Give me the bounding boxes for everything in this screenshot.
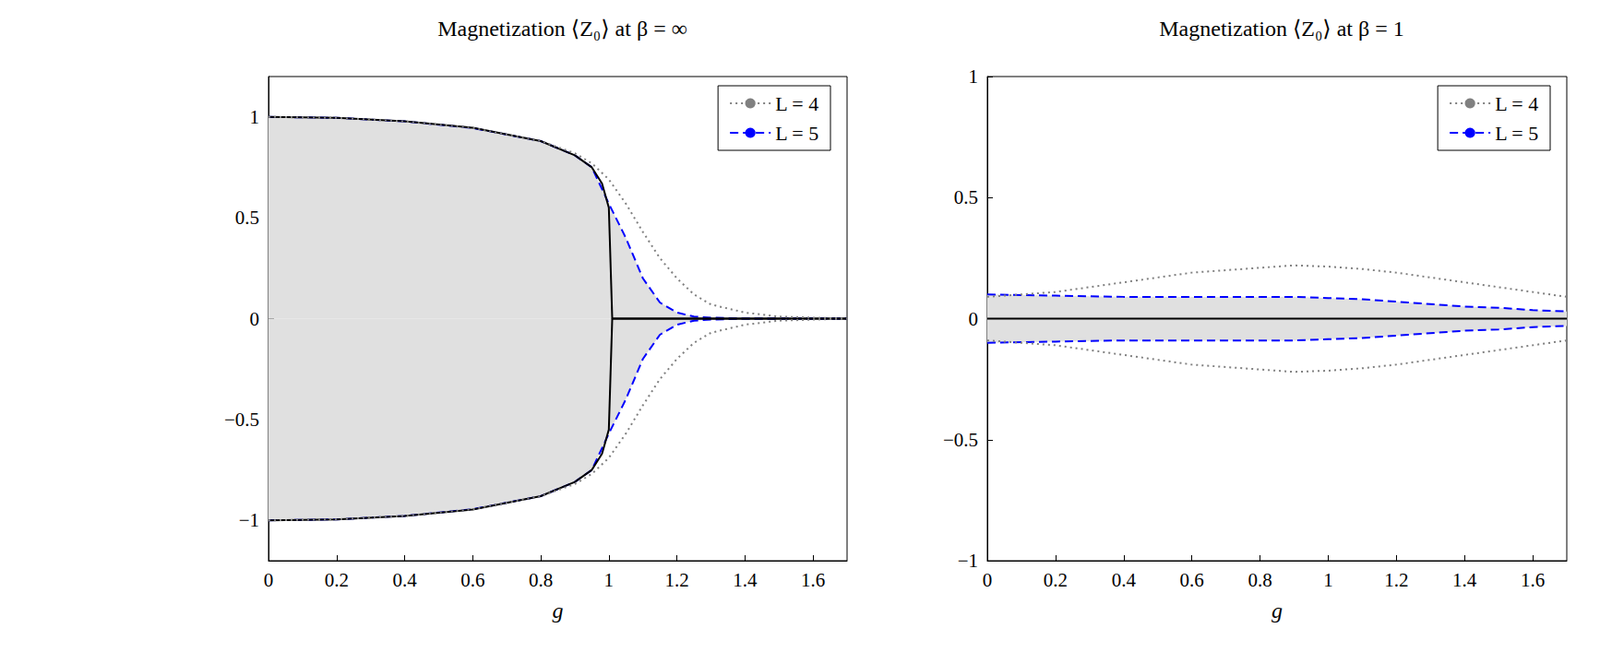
svg-text:1.6: 1.6 bbox=[800, 569, 825, 592]
svg-text:1.4: 1.4 bbox=[732, 569, 758, 592]
svg-text:0.8: 0.8 bbox=[1247, 569, 1272, 592]
svg-text:0.4: 0.4 bbox=[392, 569, 418, 592]
svg-text:1.6: 1.6 bbox=[1520, 569, 1545, 592]
svg-text:g: g bbox=[552, 598, 564, 623]
svg-text:0.6: 0.6 bbox=[460, 569, 485, 592]
svg-text:1.2: 1.2 bbox=[664, 569, 689, 592]
svg-text:Magnetization ⟨Z₀⟩ at β = 1: Magnetization ⟨Z₀⟩ at β = 1 bbox=[1158, 16, 1404, 41]
svg-text:0.6: 0.6 bbox=[1180, 569, 1205, 592]
svg-text:−0.5: −0.5 bbox=[224, 408, 260, 431]
svg-text:1: 1 bbox=[250, 106, 261, 129]
svg-text:0: 0 bbox=[968, 308, 980, 331]
svg-text:0.4: 0.4 bbox=[1111, 569, 1137, 592]
svg-text:0: 0 bbox=[250, 308, 261, 331]
svg-text:L = 4: L = 4 bbox=[1494, 92, 1539, 116]
svg-text:0.2: 0.2 bbox=[1043, 569, 1068, 592]
svg-text:0.8: 0.8 bbox=[528, 569, 553, 592]
svg-text:0.5: 0.5 bbox=[954, 186, 979, 209]
svg-text:L = 5: L = 5 bbox=[775, 121, 819, 145]
svg-text:1: 1 bbox=[968, 65, 980, 88]
svg-text:−1: −1 bbox=[238, 509, 260, 532]
svg-text:0.2: 0.2 bbox=[324, 569, 349, 592]
svg-text:0.5: 0.5 bbox=[235, 206, 260, 229]
svg-text:0: 0 bbox=[263, 569, 275, 592]
svg-text:1: 1 bbox=[1323, 569, 1334, 592]
svg-text:1: 1 bbox=[604, 569, 615, 592]
svg-text:L = 4: L = 4 bbox=[775, 92, 819, 116]
svg-text:g: g bbox=[1271, 598, 1283, 623]
svg-text:−0.5: −0.5 bbox=[943, 429, 979, 452]
svg-text:L = 5: L = 5 bbox=[1494, 121, 1539, 145]
svg-text:0: 0 bbox=[982, 569, 993, 592]
svg-text:1.2: 1.2 bbox=[1384, 569, 1409, 592]
svg-text:1.4: 1.4 bbox=[1452, 569, 1478, 592]
svg-text:Magnetization ⟨Z₀⟩ at β = ∞: Magnetization ⟨Z₀⟩ at β = ∞ bbox=[437, 16, 688, 41]
svg-text:−1: −1 bbox=[957, 549, 979, 573]
